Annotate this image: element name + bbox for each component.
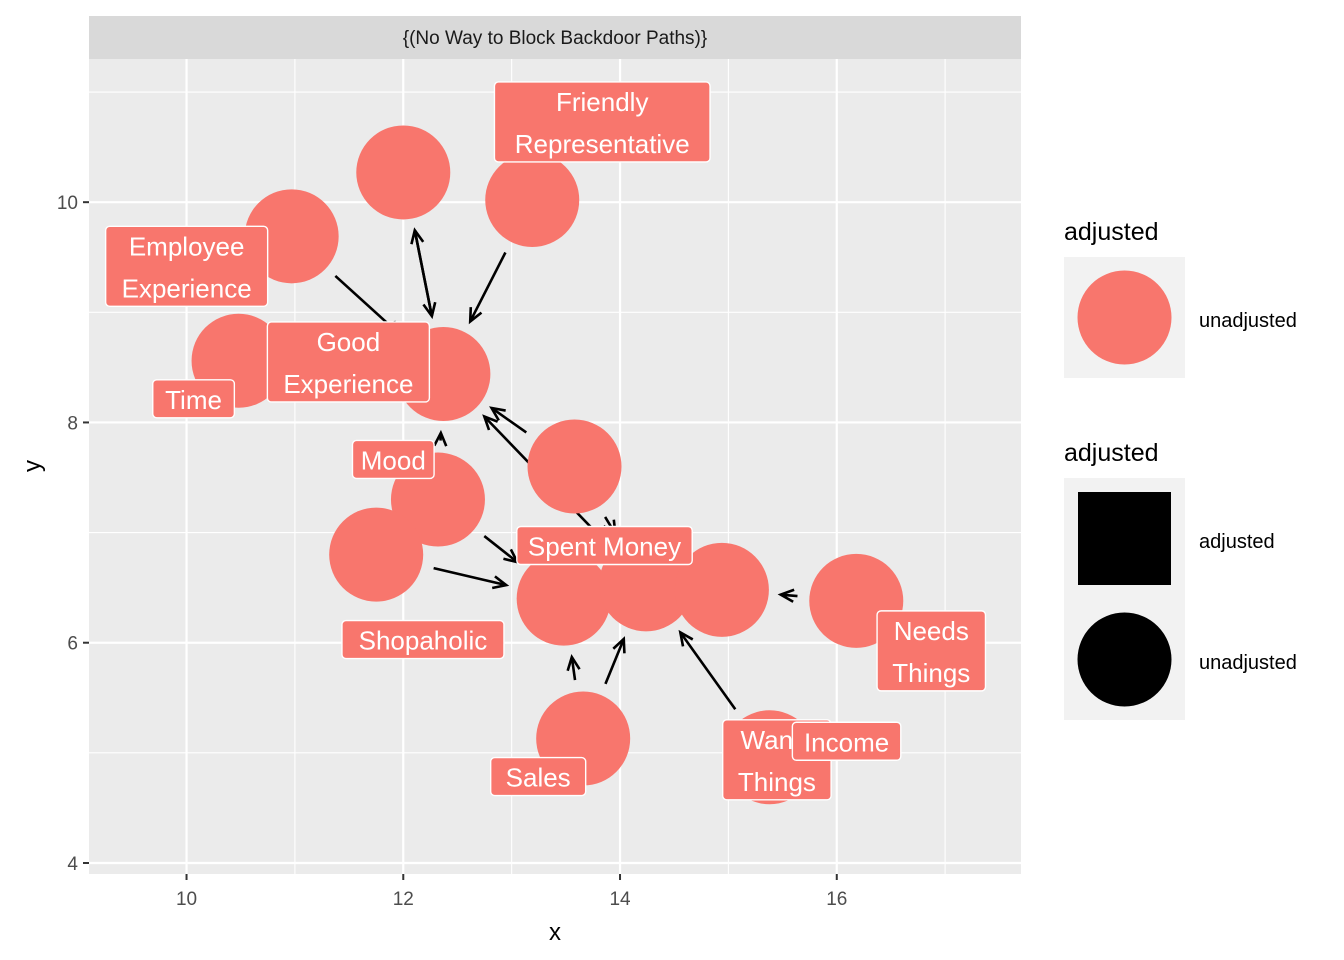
x-tick-label: 12: [393, 889, 414, 910]
y-tick-label: 8: [67, 413, 78, 434]
node-label-friendly_representative: Friendly Representative: [493, 81, 711, 163]
y-tick-label: 6: [67, 634, 78, 655]
node-label-box: [489, 756, 587, 797]
edge-line: [469, 251, 507, 323]
node-label-text: Shopaholic: [359, 626, 488, 656]
node-label-box: [266, 321, 431, 403]
y-axis-title: y: [19, 460, 46, 472]
facet-title: {(No Way to Block Backdoor Paths)}: [403, 28, 707, 49]
node-label-box: [876, 610, 987, 692]
edge-line: [413, 230, 434, 317]
edge-line: [433, 566, 507, 587]
node-label-box: [351, 439, 435, 480]
node-label-box: [516, 525, 693, 566]
legend-fill: adjusted unadjusted: [1064, 218, 1297, 378]
node-label-mood: Mood: [351, 439, 435, 480]
edge-arrowhead: [489, 406, 506, 422]
y-tick-label: 10: [57, 193, 78, 214]
node-label-box: [493, 81, 711, 163]
edge-arrowhead: [410, 227, 425, 245]
x-tick-label: 16: [826, 889, 847, 910]
node-spent_money: [527, 419, 622, 514]
x-tick-label: 10: [176, 889, 197, 910]
node-label-employee_experience: Employee Experience: [104, 225, 269, 308]
node-label-text: Things: [738, 767, 816, 797]
y-tick-label: 4: [67, 854, 78, 875]
node-label-text: Representative: [515, 129, 690, 159]
node-label-box: [104, 225, 269, 308]
legend-fill-label-unadjusted: unadjusted: [1199, 310, 1297, 332]
legend-shape-label-unadjusted: unadjusted: [1199, 652, 1297, 674]
node-label-time: Time: [152, 379, 236, 419]
node-label-spent_money: Spent Money: [516, 525, 693, 566]
edge-line: [604, 638, 625, 685]
node-label-text: Time: [165, 385, 222, 415]
node-label-text: Sales: [506, 763, 571, 793]
legend-shape: adjusted adjusted unadjusted: [1064, 439, 1297, 720]
edge-arrowhead: [566, 654, 581, 672]
node-n9: [516, 551, 611, 646]
node-label-text: Mood: [361, 445, 426, 475]
node-friendly_representative: [485, 152, 580, 247]
node-label-box: [152, 379, 236, 419]
node-label-shopaholic: Shopaholic: [341, 619, 505, 660]
edge-arrowhead: [491, 575, 510, 590]
edge-line: [483, 535, 519, 564]
edge-arrowhead: [468, 307, 483, 325]
node-label-box: [791, 721, 902, 761]
node-label-sales: Sales: [489, 756, 587, 797]
node-label-text: Things: [892, 658, 970, 688]
edge-arrowhead: [777, 588, 795, 603]
axes: 10 12 14 16 4 6 8 10: [57, 193, 847, 910]
node-wants_things: [674, 542, 769, 637]
node-label-text: Employee: [129, 231, 245, 261]
legend-shape-key-adjusted: [1078, 492, 1171, 585]
edge-line: [679, 631, 737, 711]
legend-shape-key-unadjusted: [1077, 612, 1172, 707]
node-n8: [329, 507, 424, 602]
legend-shape-label-adjusted: adjusted: [1199, 531, 1275, 553]
node-label-text: Needs: [894, 616, 969, 646]
node-label-box: [341, 619, 505, 660]
node-label-text: Spent Money: [528, 532, 681, 562]
node-label-needs_things: Needs Things: [876, 610, 987, 692]
edge-arrowhead: [482, 414, 499, 431]
legend-fill-title: adjusted: [1064, 218, 1159, 246]
node-label-text: Experience: [122, 273, 252, 303]
node-label-text: Income: [804, 727, 889, 757]
edge-line: [490, 406, 528, 434]
node-label-text: Good: [317, 327, 381, 357]
node-label-text: Experience: [283, 369, 413, 399]
node-label-income: Income: [791, 721, 902, 761]
edge-arrowhead: [612, 636, 626, 654]
node-label-text: Friendly: [556, 87, 648, 117]
edge-line: [570, 656, 577, 681]
edge-arrowhead: [678, 629, 694, 647]
edge-arrowhead: [433, 429, 448, 447]
node-mood: [356, 125, 451, 220]
facet-strip: [89, 16, 1021, 59]
legend-shape-title: adjusted: [1064, 439, 1159, 467]
node-label-good_experience: Good Experience: [266, 321, 431, 403]
x-axis-title: x: [549, 919, 561, 946]
node-labels: Time Employee Experience Mood Friendly Repres…: [104, 81, 987, 801]
x-tick-label: 14: [609, 889, 631, 910]
legend-fill-key-unadjusted: [1077, 270, 1172, 365]
